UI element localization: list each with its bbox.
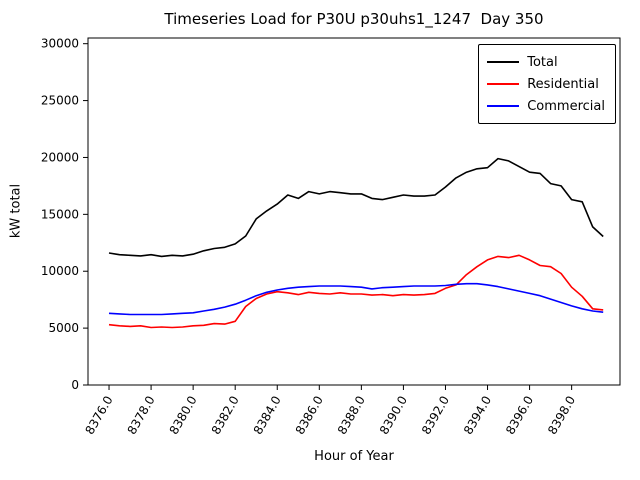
x-tick-label: 8398.0 bbox=[545, 394, 578, 437]
x-tick-label: 8376.0 bbox=[83, 394, 116, 437]
legend-item-total: Total bbox=[487, 51, 605, 73]
legend-item-commercial: Commercial bbox=[487, 95, 605, 117]
x-tick-label: 8386.0 bbox=[293, 394, 326, 437]
legend-label: Residential bbox=[527, 76, 599, 92]
legend-line-sample-commercial bbox=[487, 105, 520, 107]
x-tick-label: 8378.0 bbox=[125, 394, 158, 437]
y-tick-label: 20000 bbox=[41, 150, 79, 164]
x-tick-label: 8394.0 bbox=[461, 394, 494, 437]
legend: Total Residential Commercial bbox=[478, 44, 616, 124]
legend-line-sample-residential bbox=[487, 83, 520, 85]
x-tick-label: 8384.0 bbox=[251, 394, 284, 437]
y-tick-label: 5000 bbox=[48, 321, 79, 335]
legend-item-residential: Residential bbox=[487, 73, 605, 95]
y-tick-label: 10000 bbox=[41, 264, 79, 278]
x-tick-label: 8396.0 bbox=[503, 394, 536, 437]
legend-label: Commercial bbox=[527, 98, 605, 114]
y-tick-label: 30000 bbox=[41, 37, 79, 51]
y-tick-label: 25000 bbox=[41, 94, 79, 108]
chart-title: Timeseries Load for P30U p30uhs1_1247 Da… bbox=[164, 10, 544, 28]
y-tick-label: 0 bbox=[71, 378, 79, 392]
series-line-total bbox=[108, 157, 604, 258]
series-line-commercial bbox=[108, 282, 604, 316]
x-tick-label: 8390.0 bbox=[377, 394, 410, 437]
series-line-residential bbox=[108, 254, 604, 329]
x-axis-label: Hour of Year bbox=[314, 449, 394, 464]
legend-line-sample-total bbox=[487, 61, 520, 63]
x-tick-label: 8382.0 bbox=[209, 394, 242, 437]
legend-label: Total bbox=[527, 54, 558, 70]
x-tick-label: 8392.0 bbox=[419, 394, 452, 437]
y-tick-label: 15000 bbox=[41, 207, 79, 221]
y-axis-label: kW total bbox=[8, 183, 24, 239]
x-tick-label: 8380.0 bbox=[167, 394, 200, 437]
x-tick-label: 8388.0 bbox=[335, 394, 368, 437]
axes-frame bbox=[87, 37, 621, 386]
